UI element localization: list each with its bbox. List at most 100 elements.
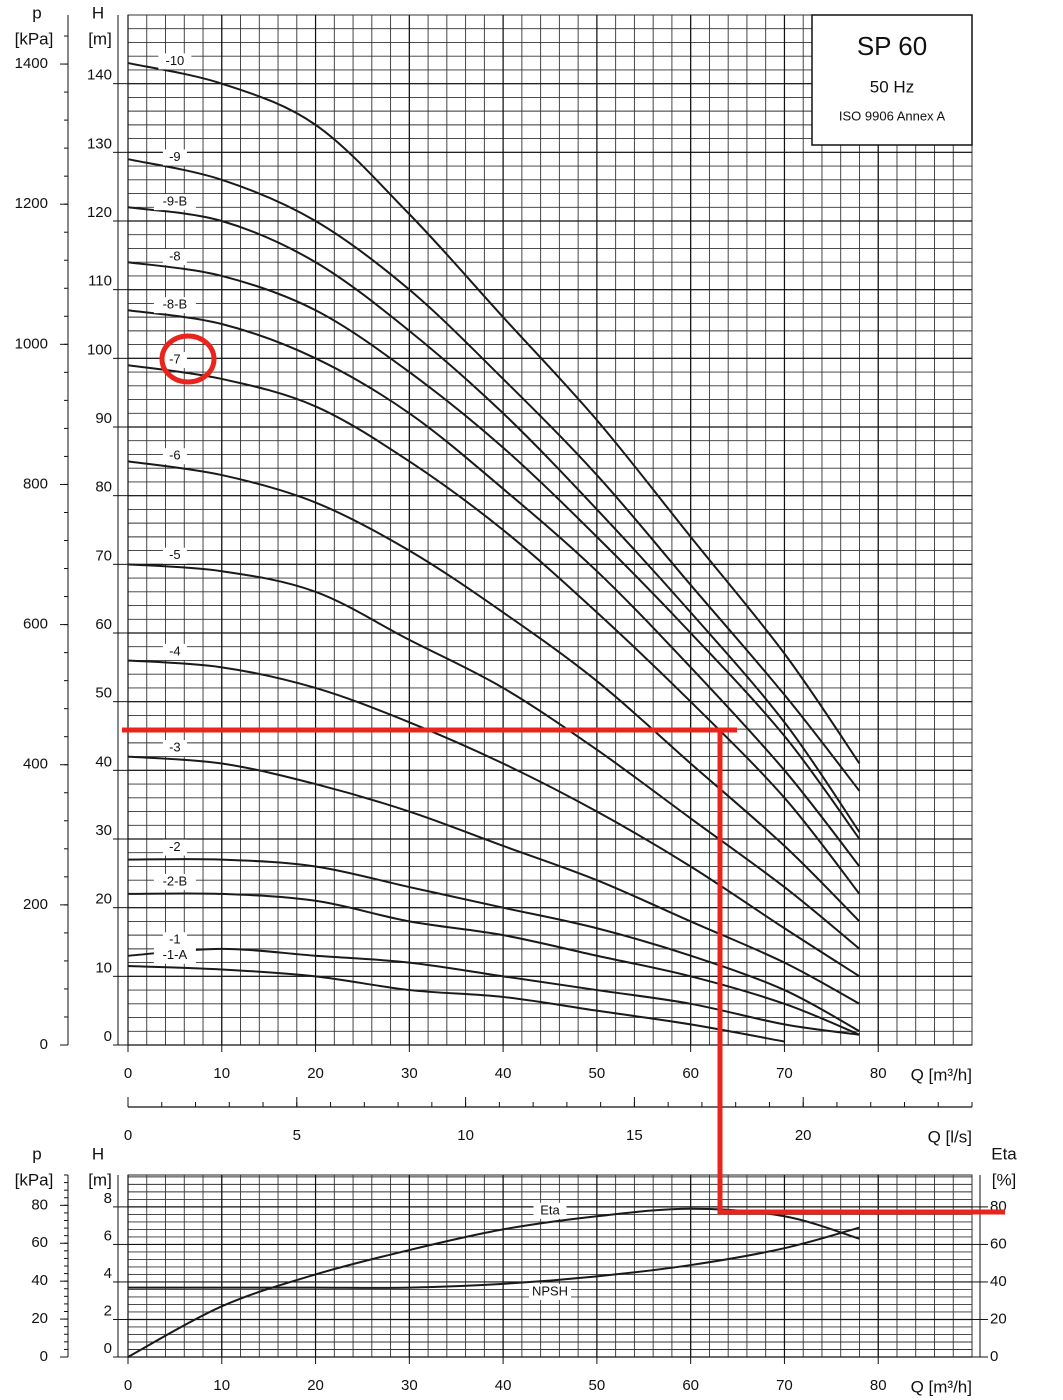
curve	[127, 947, 860, 1036]
p-tick-label: 1000	[15, 335, 48, 352]
curve	[127, 364, 861, 895]
y2-axis-unit: [%]	[992, 1170, 1017, 1189]
p-tick-label: 40	[31, 1272, 48, 1289]
annotation-circle	[159, 333, 217, 385]
x2-axis-label: Q [l/s]	[928, 1127, 972, 1146]
x-tick-label: 20	[307, 1065, 324, 1082]
curve	[127, 892, 860, 1036]
curve-label: -8-B	[163, 297, 188, 312]
curve-label-bg	[158, 53, 192, 70]
plot-layer: 0 10 20 30 40 50 60 70 80 Q [m³/h]0 5 10 15 20 Q [l/s]…	[15, 3, 1018, 1396]
curve-label-bg	[162, 839, 187, 856]
curve-label: -5	[169, 547, 181, 562]
curve-label-bg	[529, 1284, 571, 1301]
y-tick-label: 140	[87, 67, 112, 84]
p-axis-label: p	[32, 3, 41, 22]
y-tick-label: 60	[95, 616, 112, 633]
x2-tick-label: 0	[124, 1127, 132, 1144]
curve	[127, 659, 861, 978]
curve	[127, 563, 861, 950]
curve	[128, 1226, 860, 1289]
x-tick-label: 50	[589, 1065, 606, 1082]
frequency: 50 Hz	[870, 77, 914, 96]
y2-tick-label: 0	[990, 1348, 998, 1365]
curve-label-bg	[533, 1202, 567, 1219]
curve	[127, 755, 860, 1005]
x-tick-label: 40	[495, 1065, 512, 1082]
curve	[127, 62, 861, 765]
x-tick-label: 30	[401, 1377, 418, 1394]
x-tick-label: 0	[124, 1377, 132, 1394]
curve-label: -9-B	[163, 194, 188, 209]
curve	[127, 965, 785, 1043]
x-tick-label: 10	[213, 1065, 230, 1082]
p-tick-label: 0	[40, 1348, 48, 1365]
curve	[127, 858, 860, 1033]
y-axis-label: H	[92, 1144, 104, 1163]
x-tick-label: 80	[870, 1377, 887, 1394]
y-tick-label: 130	[87, 135, 112, 152]
curve-label: -1	[169, 932, 181, 947]
x-tick-label: 60	[682, 1065, 699, 1082]
model-name: SP 60	[857, 31, 927, 61]
curve-label-bg	[162, 740, 187, 757]
curve-label-bg	[162, 249, 187, 266]
info-box: SP 60 50 Hz ISO 9906 Annex A	[811, 14, 973, 146]
x-tick-label: 50	[589, 1377, 606, 1394]
y-tick-label: 20	[95, 891, 112, 908]
x-tick-label: 30	[401, 1065, 418, 1082]
y-tick-label: 70	[95, 547, 112, 564]
p-tick-label: 1200	[15, 195, 48, 212]
curve	[127, 309, 861, 868]
x-tick-label: 40	[495, 1377, 512, 1394]
curve-label-bg	[162, 149, 187, 166]
x2-tick-label: 5	[293, 1127, 301, 1144]
curve-label: -7	[169, 352, 181, 367]
info-box-frame	[811, 14, 973, 146]
p-tick-label: 80	[31, 1196, 48, 1213]
p-tick-label: 600	[23, 616, 48, 633]
curve-label-bg	[153, 297, 196, 314]
x-tick-label: 60	[682, 1377, 699, 1394]
p-tick-label: 800	[23, 475, 48, 492]
x-tick-label: 20	[307, 1377, 324, 1394]
curve	[127, 206, 861, 833]
p-axis-unit: [kPa]	[15, 29, 54, 48]
curve	[127, 460, 861, 923]
y-tick-label: 80	[95, 479, 112, 496]
p-tick-label: 60	[31, 1234, 48, 1251]
x-tick-label: 0	[124, 1065, 132, 1082]
y2-tick-label: 60	[990, 1235, 1007, 1252]
y-tick-label: 0	[104, 1340, 112, 1357]
y-tick-label: 100	[87, 341, 112, 358]
y2-axis-label: Eta	[991, 1144, 1017, 1163]
y2-tick-label: 40	[990, 1273, 1007, 1290]
curve-label: -2	[169, 839, 181, 854]
y-tick-label: 50	[95, 685, 112, 702]
curve-label: NPSH	[532, 1284, 568, 1299]
curve-label-bg	[162, 448, 187, 465]
curve-label: -3	[169, 739, 181, 754]
x2-tick-label: 10	[457, 1127, 474, 1144]
y-tick-label: 6	[104, 1227, 112, 1244]
annotation-line	[717, 730, 1005, 1215]
x2-tick-label: 15	[626, 1127, 643, 1144]
curve	[127, 158, 861, 792]
p-axis-unit: [kPa]	[15, 1170, 54, 1189]
x-axis-label: Q [m³/h]	[911, 1377, 972, 1396]
p-tick-label: 200	[23, 896, 48, 913]
p-tick-label: 0	[40, 1036, 48, 1053]
p-tick-label: 20	[31, 1310, 48, 1327]
curve-label: -2-B	[163, 873, 188, 888]
y-tick-label: 110	[88, 273, 112, 290]
x-tick-label: 80	[870, 1065, 887, 1082]
y2-tick-label: 20	[990, 1310, 1007, 1327]
curve-label: -10	[165, 53, 184, 68]
y-tick-label: 120	[87, 204, 112, 221]
curve-label-bg	[153, 947, 196, 964]
y-tick-label: 4	[104, 1265, 112, 1282]
y-axis-label: H	[92, 3, 104, 22]
curve-label-bg	[153, 873, 196, 890]
